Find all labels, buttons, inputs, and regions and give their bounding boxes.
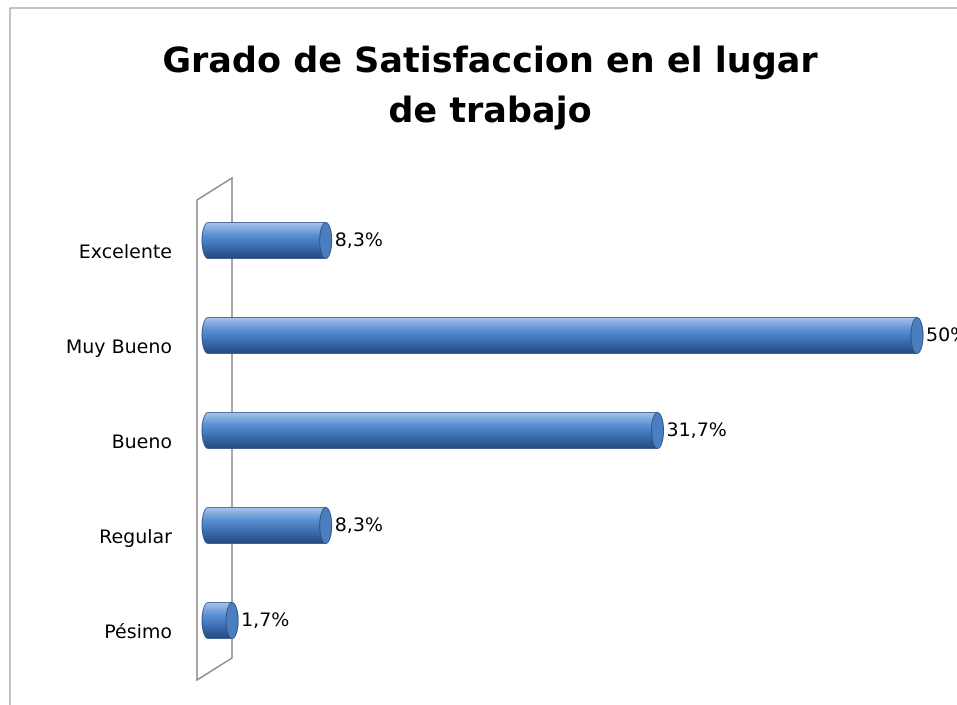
- value-label: 50%: [926, 324, 957, 346]
- bar-cap: [225, 602, 239, 639]
- bar: [201, 507, 333, 544]
- bar-cap: [910, 317, 924, 354]
- category-label: Pésimo: [104, 621, 172, 643]
- value-label: 1,7%: [241, 609, 289, 631]
- bar-cap: [319, 507, 333, 544]
- category-label: Excelente: [79, 241, 172, 263]
- value-label: 8,3%: [335, 229, 383, 251]
- category-label: Regular: [99, 526, 172, 548]
- category-label: Muy Bueno: [66, 336, 172, 358]
- bar-cap: [651, 412, 664, 449]
- axis-wall: [196, 176, 233, 682]
- chart-border: [9, 7, 957, 705]
- category-label: Bueno: [112, 431, 172, 453]
- chart-title: Grado de Satisfaccion en el lugar de tra…: [162, 41, 818, 131]
- bar-cap: [319, 222, 333, 259]
- value-label: 8,3%: [335, 514, 383, 536]
- value-label: 31,7%: [667, 419, 727, 441]
- bar: [201, 222, 333, 259]
- bar: [201, 317, 924, 354]
- bar: [201, 412, 664, 449]
